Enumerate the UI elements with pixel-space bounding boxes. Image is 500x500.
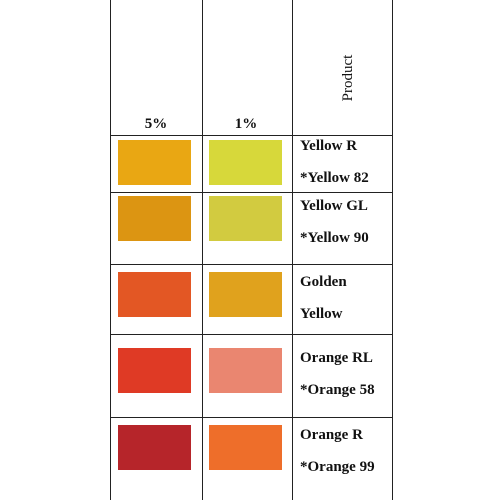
swatch-1-percent-golden-yellow [209, 272, 282, 317]
column-divider-1 [202, 0, 203, 500]
header-divider [110, 135, 393, 136]
product-label-orange-r: Orange R *Orange 99 [300, 421, 392, 481]
product-code: Yellow [300, 306, 343, 322]
header-5-percent: 5% [144, 116, 168, 132]
product-name: Yellow R [300, 138, 358, 154]
product-code: *Orange 99 [300, 459, 375, 475]
product-code: *Orange 58 [300, 382, 375, 398]
row-divider-2 [110, 264, 393, 265]
product-name: Yellow GL [300, 198, 368, 214]
swatch-5-percent-yellow-r [118, 140, 191, 185]
swatch-5-percent-orange-r [118, 425, 191, 470]
column-divider-2 [292, 0, 293, 500]
product-code: *Yellow 82 [300, 170, 369, 186]
product-name: Orange RL [300, 350, 373, 366]
table-border-right [392, 0, 393, 500]
row-divider-3 [110, 334, 393, 335]
product-label-yellow-gl: Yellow GL *Yellow 90 [300, 192, 392, 252]
product-label-yellow-r: Yellow R *Yellow 82 [300, 132, 392, 192]
row-divider-4 [110, 417, 393, 418]
product-name: Orange R [300, 427, 363, 443]
swatch-5-percent-orange-rl [118, 348, 191, 393]
product-label-orange-rl: Orange RL *Orange 58 [300, 344, 392, 404]
product-code: *Yellow 90 [300, 230, 369, 246]
header-1-percent: 1% [234, 116, 258, 132]
swatch-1-percent-yellow-gl [209, 196, 282, 241]
product-name: Golden [300, 274, 347, 290]
swatch-5-percent-yellow-gl [118, 196, 191, 241]
product-label-golden-yellow: Golden Yellow [300, 268, 392, 328]
table-border-left [110, 0, 111, 500]
swatch-1-percent-orange-rl [209, 348, 282, 393]
swatch-5-percent-golden-yellow [118, 272, 191, 317]
row-divider-1 [110, 192, 393, 193]
header-product: Product [340, 54, 356, 102]
swatch-1-percent-orange-r [209, 425, 282, 470]
swatch-1-percent-yellow-r [209, 140, 282, 185]
